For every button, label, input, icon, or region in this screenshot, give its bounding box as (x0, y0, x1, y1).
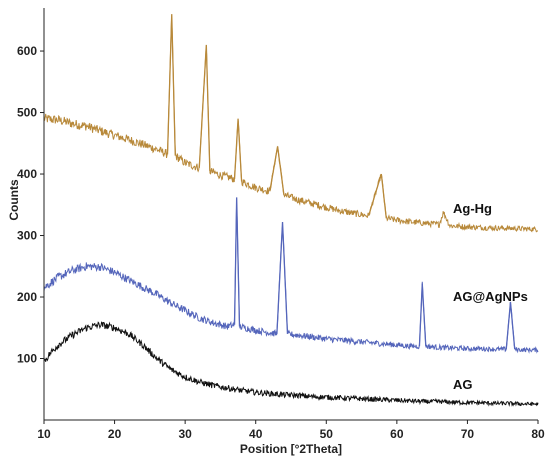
peak-ag-agnps-63.6 (418, 283, 427, 347)
y-tick-label-400: 400 (17, 167, 37, 181)
series-layer (43, 14, 539, 407)
x-tick-label-70: 70 (461, 427, 475, 441)
y-tick-label-500: 500 (17, 106, 37, 120)
y-tick-label-300: 300 (17, 229, 37, 243)
peak-ag-agnps-43.8 (276, 221, 289, 334)
series-line-ag-agnps (43, 207, 539, 354)
ticks-layer: 10 20 30 40 50 60 70 80 100 200 300 400 500 600 (17, 44, 545, 441)
series-line-ag-hg (43, 17, 539, 233)
x-tick-label-30: 30 (178, 427, 192, 441)
peak-ag-agnps-37.3 (233, 197, 241, 327)
x-tick-label-20: 20 (108, 427, 122, 441)
peak-ag-hg-33 (198, 44, 211, 171)
series-label-ag-hg: Ag-Hg (453, 201, 492, 216)
x-tick-label-40: 40 (249, 427, 263, 441)
y-tick-label-200: 200 (17, 290, 37, 304)
peak-ag-agnps-76.1 (505, 301, 516, 350)
x-tick-label-60: 60 (390, 427, 404, 441)
x-axis-title: Position [°2Theta] (240, 442, 342, 456)
y-tick-label-600: 600 (17, 44, 37, 58)
x-tick-label-50: 50 (320, 427, 334, 441)
peak-ag-hg-37.5 (233, 118, 243, 182)
axes-layer (43, 8, 538, 421)
series-label-ag-agnps: AG@AgNPs (453, 289, 528, 304)
series-label-ag: AG (453, 377, 473, 392)
y-tick-label-100: 100 (17, 352, 37, 366)
x-tick-label-80: 80 (531, 427, 545, 441)
x-tick-label-10: 10 (37, 427, 51, 441)
series-line-ag (43, 321, 539, 407)
y-axis-title: Counts (7, 179, 21, 221)
peak-ag-hg-57.8 (368, 173, 387, 219)
peak-ag-hg-43.1 (269, 146, 285, 196)
peak-ag-hg-28.1 (166, 14, 176, 156)
